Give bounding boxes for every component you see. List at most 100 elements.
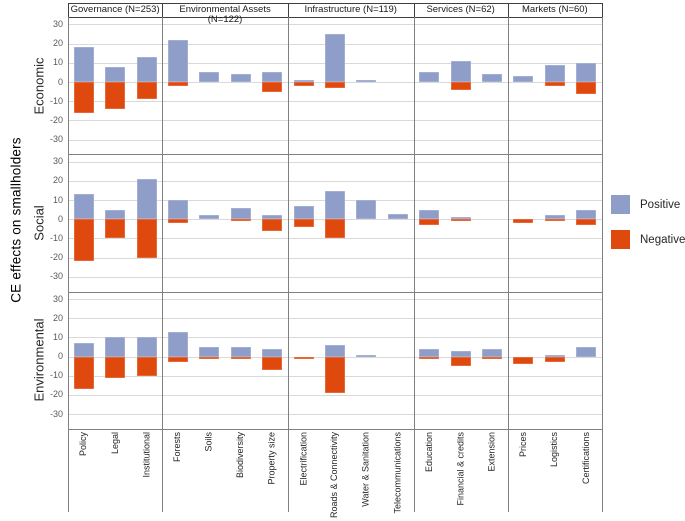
y-tick-label: 0	[57, 213, 63, 224]
y-tick-label: 10	[52, 57, 63, 68]
gridline	[68, 24, 602, 26]
y-tick-label: -20	[49, 114, 63, 125]
header-divider	[507, 3, 509, 17]
category-label: Roads & Connectivity	[329, 432, 340, 519]
bar-positive	[105, 337, 126, 357]
bar-positive	[136, 337, 157, 357]
group-divider	[287, 17, 289, 512]
y-tick-label: 10	[52, 331, 63, 342]
category-label: Certifications	[580, 432, 591, 485]
bar-positive	[450, 350, 471, 357]
group-header-1: Governance (N=253)	[70, 4, 160, 15]
header-divider	[602, 3, 603, 17]
legend-item-positive: Positive	[611, 195, 685, 214]
legend-item-negative: Negative	[611, 230, 685, 249]
bar-negative	[73, 356, 94, 390]
bar-negative	[325, 219, 345, 239]
bar-positive	[356, 80, 377, 82]
bar-positive	[482, 348, 503, 357]
y-tick-label: 30	[52, 156, 63, 167]
bar-negative	[105, 82, 126, 109]
bar-negative	[199, 356, 220, 359]
header-divider	[68, 3, 69, 17]
category-label: Institutional	[141, 432, 152, 478]
header-divider	[287, 3, 289, 17]
bar-positive	[387, 213, 408, 220]
y-tick-label: -10	[49, 95, 63, 106]
bar-negative	[419, 219, 440, 226]
gridline	[68, 161, 602, 163]
bar-positive	[136, 57, 157, 82]
bar-positive	[356, 200, 377, 220]
panel-border	[68, 154, 602, 156]
bar-negative	[450, 219, 471, 222]
header-divider	[413, 3, 415, 17]
bar-positive	[356, 354, 377, 357]
gridline	[68, 394, 602, 396]
group-divider	[162, 17, 164, 512]
gridline	[68, 101, 602, 103]
bar-positive	[419, 209, 440, 220]
row-label-economic: Economic	[31, 57, 47, 115]
category-label: Forests	[172, 432, 183, 463]
bar-negative	[544, 82, 565, 86]
panel-border	[68, 428, 602, 430]
y-tick-label: 30	[52, 293, 63, 304]
bar-negative	[136, 82, 157, 100]
bar-negative	[544, 219, 565, 222]
row-label-social: Social	[31, 205, 47, 241]
category-label: Electrification	[298, 432, 309, 486]
category-label: Water & Sanitation	[360, 432, 371, 507]
y-tick-label: 20	[52, 312, 63, 323]
bar-negative	[450, 356, 471, 367]
group-divider	[602, 17, 603, 512]
bar-positive	[167, 200, 188, 220]
bar-positive	[419, 348, 440, 357]
bar-positive	[262, 215, 283, 220]
bar-positive	[199, 72, 220, 82]
bar-negative	[167, 219, 188, 224]
category-label: Property size	[266, 432, 277, 485]
bar-positive	[105, 66, 126, 82]
category-label: Education	[423, 432, 434, 473]
y-tick-label: -30	[49, 408, 63, 419]
bar-positive	[199, 347, 220, 357]
y-tick-label: -30	[49, 271, 63, 282]
bar-positive	[544, 64, 565, 82]
group-divider	[68, 17, 69, 512]
panel-border	[68, 291, 602, 293]
bar-positive	[513, 76, 534, 82]
row-label-environmental: Environmental	[31, 318, 47, 402]
bar-positive	[450, 60, 471, 82]
bar-negative	[136, 356, 157, 376]
bar-negative	[293, 82, 314, 86]
bar-positive	[482, 74, 503, 82]
bar-negative	[105, 219, 126, 239]
group-divider	[507, 17, 509, 512]
bar-negative	[73, 82, 94, 113]
gridline	[68, 299, 602, 301]
bar-positive	[450, 217, 471, 220]
bar-positive	[325, 345, 345, 357]
bar-negative	[325, 82, 345, 88]
gridline	[68, 276, 602, 278]
gridline	[68, 120, 602, 122]
bar-positive	[576, 62, 597, 82]
bar-negative	[105, 356, 126, 378]
legend-swatch-positive	[611, 195, 630, 214]
gridline	[68, 238, 602, 240]
category-label: Prices	[517, 432, 528, 458]
bar-negative	[513, 219, 534, 224]
bar-negative	[544, 356, 565, 363]
bar-positive	[293, 205, 314, 220]
bar-positive	[230, 74, 251, 82]
legend: Positive Negative	[611, 195, 685, 265]
bar-positive	[262, 348, 283, 357]
header-bottom-border	[68, 17, 602, 18]
bar-negative	[576, 219, 597, 226]
bar-negative	[419, 356, 440, 359]
category-label: Policy	[78, 432, 89, 457]
bar-positive	[199, 215, 220, 220]
y-tick-label: -20	[49, 389, 63, 400]
bar-negative	[73, 219, 94, 262]
